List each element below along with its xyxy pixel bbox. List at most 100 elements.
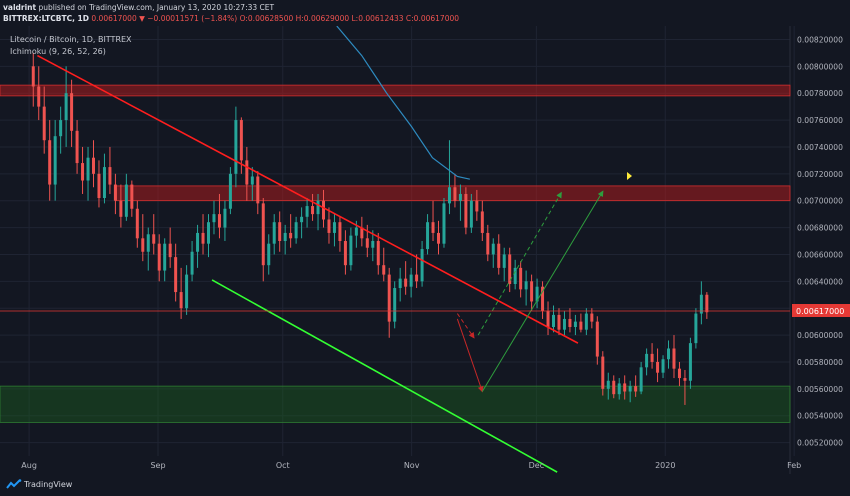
candle-body <box>168 243 172 258</box>
candle-body <box>332 222 336 233</box>
price-axis[interactable]: 0.00820000 0.00800000 0.00780000 0.00760000… <box>797 35 843 447</box>
candle-body <box>398 278 402 289</box>
candle-body <box>694 313 698 344</box>
candle-body <box>552 314 556 327</box>
candle-body <box>612 380 616 395</box>
y-tick-label: 0.00540000 <box>797 412 843 421</box>
price-zones <box>0 84 791 423</box>
candle-body <box>228 173 232 209</box>
candle-body <box>409 274 413 287</box>
candle-series <box>31 52 709 405</box>
candle-body <box>376 241 380 266</box>
price-chart[interactable]: 0.00820000 0.00800000 0.00780000 0.00760000… <box>0 26 850 474</box>
candle-body <box>415 274 419 282</box>
candle-body <box>634 386 638 392</box>
publish-text: published on TradingView.com, January 13… <box>38 3 275 12</box>
candle-body <box>256 176 260 204</box>
resistance-zone-lower <box>116 185 791 202</box>
candle-body <box>75 130 79 164</box>
candle-body <box>289 232 293 239</box>
candle-body <box>628 386 632 392</box>
x-tick-label: Feb <box>787 461 801 470</box>
candle-body <box>201 232 205 244</box>
upper-channel-line[interactable] <box>37 54 579 344</box>
candle-body <box>645 353 649 368</box>
candle-body <box>458 193 462 201</box>
candle-body <box>37 86 41 107</box>
candle-body <box>97 173 101 198</box>
candle-body <box>179 292 183 309</box>
tradingview-logo-icon[interactable] <box>6 479 22 491</box>
y-tick-label: 0.00740000 <box>797 143 843 152</box>
y-tick-label: 0.00700000 <box>797 197 843 206</box>
candle-body <box>64 93 68 121</box>
legend-indicator[interactable]: Ichimoku (9, 26, 52, 26) <box>10 47 106 56</box>
candle-body <box>650 353 654 362</box>
projection-short[interactable] <box>456 313 475 339</box>
legend-pair: Litecoin / Bitcoin, 1D, BITTREX <box>10 35 132 44</box>
candle-body <box>595 321 599 357</box>
y-tick-label: 0.00800000 <box>797 62 843 71</box>
candle-body <box>442 203 446 244</box>
y-tick-label: 0.00520000 <box>797 439 843 448</box>
projection-drop[interactable] <box>456 318 484 393</box>
candle-body <box>278 222 282 241</box>
candle-body <box>464 193 468 228</box>
candle-body <box>535 286 539 302</box>
last-price-badge <box>792 304 850 317</box>
x-tick-label: Oct <box>276 461 290 470</box>
candle-body <box>53 136 57 185</box>
candle-body <box>48 140 52 185</box>
candle-body <box>387 274 391 322</box>
candle-body <box>338 222 342 241</box>
x-tick-label: Nov <box>404 461 420 470</box>
candle-body <box>349 235 353 266</box>
candle-body <box>437 232 441 244</box>
symbol-label: BITTREX:LTCBTC, 1D <box>3 14 89 23</box>
candle-body <box>190 251 194 275</box>
y-tick-label: 0.00820000 <box>797 35 843 44</box>
ichimoku-cloud-line <box>336 26 470 180</box>
projection-bull-solid[interactable] <box>481 190 604 392</box>
lower-channel-line[interactable] <box>211 279 558 473</box>
candle-body <box>365 238 369 248</box>
projection-arrows <box>456 190 604 393</box>
brand-name[interactable]: TradingView <box>24 480 73 489</box>
candle-body <box>453 187 457 201</box>
candle-body <box>217 214 221 228</box>
candle-body <box>59 120 63 137</box>
candle-body <box>568 318 572 327</box>
candle-body <box>590 313 594 322</box>
candle-body <box>283 232 287 241</box>
price-change: 0.00617000 ▼ −0.00011571 (−1.84%) <box>91 14 238 23</box>
candle-body <box>196 232 200 252</box>
candle-body <box>497 243 501 268</box>
candle-body <box>584 313 588 330</box>
time-axis[interactable]: AugSepOctNovDec2020FebMar <box>21 461 850 470</box>
candle-body <box>683 378 687 381</box>
author-name[interactable]: valdrint <box>3 3 37 12</box>
publish-info: valdrint published on TradingView.com, J… <box>3 3 274 13</box>
candle-body <box>108 167 112 185</box>
y-tick-label: 0.00680000 <box>797 224 843 233</box>
candle-body <box>311 206 315 215</box>
candle-body <box>152 234 156 244</box>
candle-body <box>677 368 681 379</box>
candle-body <box>305 206 309 217</box>
candle-body <box>124 184 128 217</box>
candle-body <box>502 254 506 268</box>
ichimoku-line <box>336 26 470 180</box>
candle-body <box>185 274 189 309</box>
candle-body <box>86 157 90 181</box>
candle-body <box>546 310 550 327</box>
candle-body <box>272 222 276 244</box>
x-tick-label: Dec <box>529 461 544 470</box>
candle-body <box>475 200 479 212</box>
x-tick-label: 2020 <box>655 461 675 470</box>
candle-body <box>42 106 46 141</box>
candle-body <box>31 66 35 87</box>
candle-body <box>92 157 96 174</box>
candle-body <box>113 184 117 201</box>
candle-body <box>426 222 430 250</box>
candle-body <box>157 243 161 271</box>
